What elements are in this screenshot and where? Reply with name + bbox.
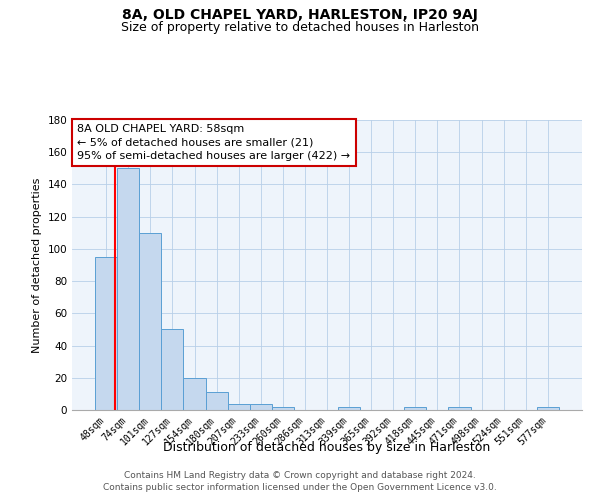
Bar (95, 257, 117, 410)
Bar (338, 407, 360, 410)
Bar (184, 378, 206, 410)
Bar (206, 392, 227, 410)
Bar (404, 407, 427, 410)
Bar (537, 407, 559, 410)
Bar (139, 233, 161, 410)
Bar (272, 407, 294, 410)
Text: 8A OLD CHAPEL YARD: 58sqm
← 5% of detached houses are smaller (21)
95% of semi-d: 8A OLD CHAPEL YARD: 58sqm ← 5% of detach… (77, 124, 350, 161)
Text: Distribution of detached houses by size in Harleston: Distribution of detached houses by size … (163, 441, 491, 454)
Text: 8A, OLD CHAPEL YARD, HARLESTON, IP20 9AJ: 8A, OLD CHAPEL YARD, HARLESTON, IP20 9AJ (122, 8, 478, 22)
Text: Contains HM Land Registry data © Crown copyright and database right 2024.
Contai: Contains HM Land Registry data © Crown c… (103, 471, 497, 492)
Bar (161, 330, 184, 410)
Bar (448, 407, 470, 410)
Bar (117, 168, 139, 410)
Bar (227, 404, 250, 410)
Bar (250, 404, 272, 410)
Y-axis label: Number of detached properties: Number of detached properties (32, 178, 42, 352)
Text: Size of property relative to detached houses in Harleston: Size of property relative to detached ho… (121, 22, 479, 35)
